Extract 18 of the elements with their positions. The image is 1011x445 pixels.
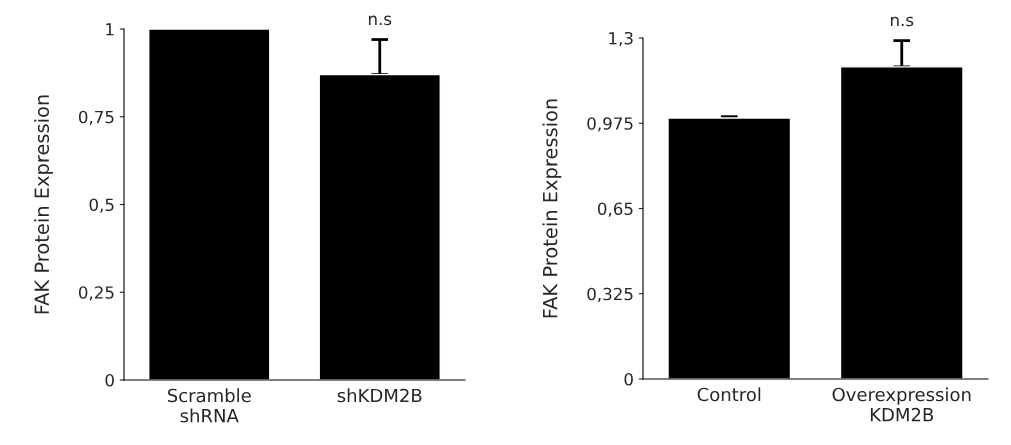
y-tick-label: 0,5: [89, 198, 114, 213]
y-tick-label: 0,975: [587, 117, 633, 132]
y-tick-label: 1,3: [609, 31, 633, 47]
y-tick-label: 0,325: [587, 287, 633, 303]
x-tick-label: Control: [697, 387, 761, 402]
y-tick-label: 0,65: [597, 202, 633, 217]
x-tick-label: Scramble shRNA: [167, 388, 251, 423]
y-tick-label: 1: [106, 23, 114, 36]
x-tick-label: shKDM2B: [337, 388, 422, 403]
y-tick-label: 0: [624, 372, 633, 386]
y-axis-title: FAK Protein Expression: [542, 99, 562, 318]
y-tick-label: 0: [105, 373, 114, 387]
annotation: n.s: [890, 16, 914, 27]
y-tick-label: 0,75: [78, 110, 114, 126]
x-tick-label: Overexpression KDM2B: [832, 387, 971, 422]
annotation: n.s: [368, 15, 392, 26]
y-axis-title: FAK Protein Expression: [34, 95, 53, 314]
y-tick-label: 0,25: [78, 286, 114, 301]
